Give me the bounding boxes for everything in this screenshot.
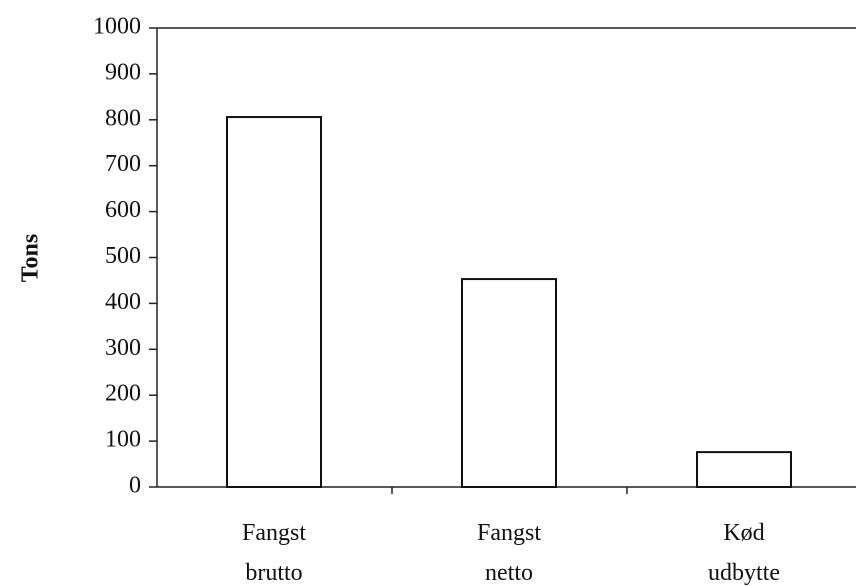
y-tick-label: 0	[129, 473, 141, 499]
y-tick-label: 900	[105, 59, 141, 85]
y-tick-label: 400	[105, 289, 141, 315]
y-tick-label: 800	[105, 105, 141, 131]
y-axis-label: Tons	[18, 234, 44, 283]
y-tick-label: 700	[105, 151, 141, 177]
x-tick-label: Fangst brutto	[242, 520, 306, 586]
bar	[696, 451, 792, 488]
y-tick-label: 200	[105, 381, 141, 407]
bar	[461, 278, 557, 488]
y-tick-label: 300	[105, 335, 141, 361]
y-tick-label: 600	[105, 197, 141, 223]
x-tick-label: Kød udbytte	[708, 520, 780, 586]
bar	[226, 116, 322, 489]
y-tick-label: 100	[105, 427, 141, 453]
y-tick-label: 1000	[93, 14, 141, 40]
y-tick-label: 500	[105, 243, 141, 269]
x-tick-label: Fangst netto	[477, 520, 541, 586]
